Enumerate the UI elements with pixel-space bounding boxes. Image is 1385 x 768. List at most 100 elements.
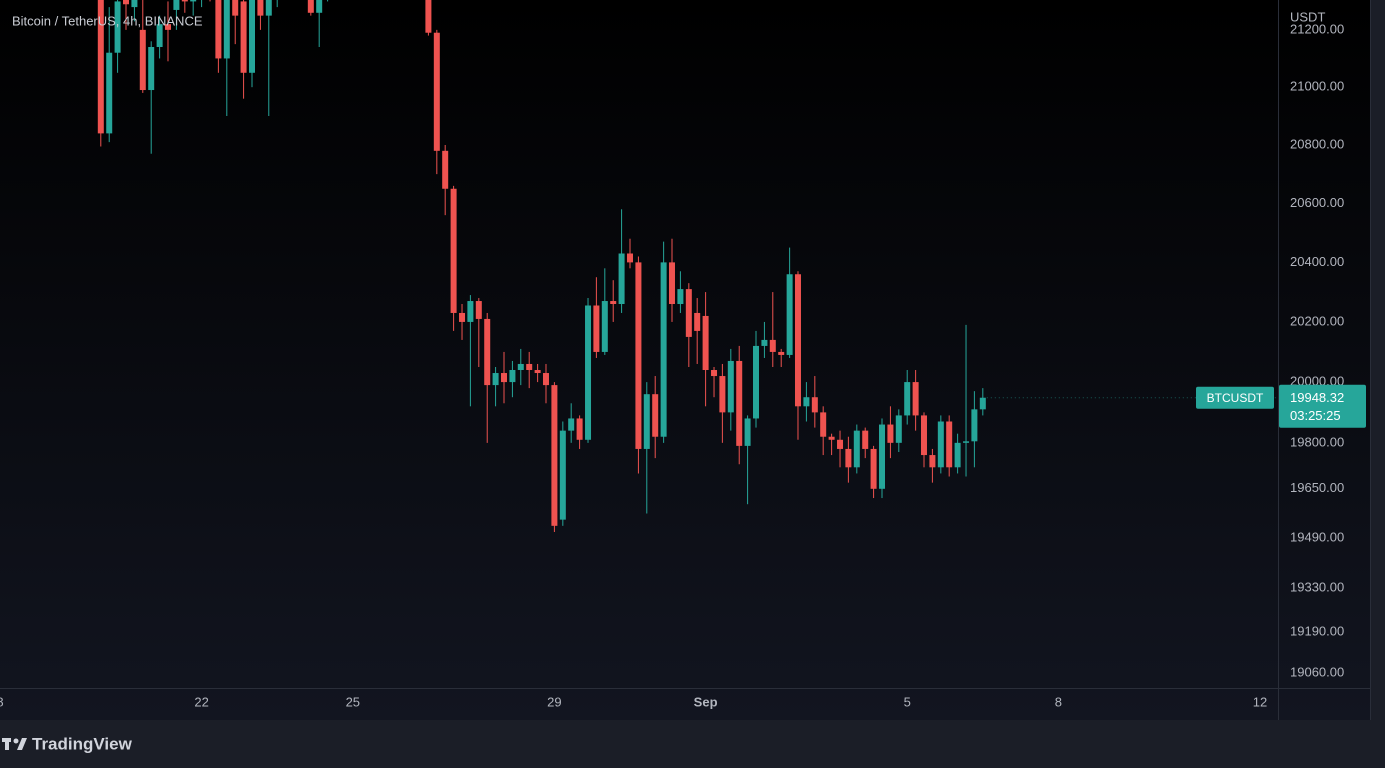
candle-body — [778, 351, 785, 355]
candle-body — [148, 46, 155, 91]
x-tick-label: 5 — [904, 694, 911, 709]
x-tick-label: Sep — [694, 694, 718, 709]
candle-body — [912, 382, 919, 416]
candle-body — [702, 315, 709, 371]
y-tick-label: 19190.00 — [1290, 623, 1344, 638]
candle-body — [433, 32, 440, 151]
candle-body — [979, 397, 986, 410]
candle-body — [610, 301, 617, 305]
symbol-tag-label: BTCUSDT — [1207, 391, 1264, 405]
logo-shape — [13, 738, 19, 744]
candle-body — [828, 436, 835, 440]
candle-body — [719, 376, 726, 413]
candle-body — [249, 0, 256, 73]
candle-body — [97, 0, 104, 134]
chart-title: Bitcoin / TetherUS, 4h, BINANCE — [12, 13, 203, 28]
bar-countdown: 03:25:25 — [1290, 408, 1341, 423]
candle-body — [711, 370, 718, 377]
candle-body — [114, 1, 121, 53]
candle-body — [450, 188, 457, 313]
candle-body — [223, 0, 230, 59]
candle-body — [526, 363, 533, 371]
symbol-tag — [1196, 386, 1274, 409]
y-tick-label: 19650.00 — [1290, 480, 1344, 495]
candle-body — [820, 412, 827, 437]
plot-background — [0, 0, 1370, 720]
candle-body — [551, 385, 558, 526]
y-tick-label: 19800.00 — [1290, 434, 1344, 449]
candle-body — [794, 274, 801, 407]
candle-body — [568, 418, 575, 431]
y-tick-label: 20400.00 — [1290, 254, 1344, 269]
candle-body — [652, 394, 659, 437]
candle-body — [753, 345, 760, 419]
candle-body — [601, 301, 608, 352]
candle-body — [668, 262, 675, 305]
candle-body — [803, 397, 810, 407]
candle-body — [576, 418, 583, 440]
price-axis-unit: USDT — [1290, 9, 1325, 24]
candle-body — [920, 415, 927, 456]
candle-body — [475, 301, 482, 319]
candle-body — [853, 430, 860, 468]
candle-body — [761, 339, 768, 346]
candle-body — [123, 0, 130, 5]
y-tick-label: 20200.00 — [1290, 313, 1344, 328]
logo-shape — [17, 738, 27, 750]
y-tick-label: 20800.00 — [1290, 136, 1344, 151]
candle-body — [677, 289, 684, 305]
candle-body — [467, 301, 474, 322]
candle-body — [635, 262, 642, 449]
x-tick-label: 29 — [547, 694, 561, 709]
x-tick-label: 12 — [1253, 694, 1267, 709]
candle-body — [904, 382, 911, 416]
candle-body — [459, 312, 466, 322]
y-tick-label: 20600.00 — [1290, 195, 1344, 210]
candle-body — [837, 439, 844, 449]
candle-body — [156, 24, 163, 47]
candle-body — [895, 415, 902, 443]
candle-body — [879, 424, 886, 489]
candle-body — [694, 312, 701, 331]
candle-body — [727, 360, 734, 413]
logo-shape — [5, 738, 9, 750]
candle-body — [643, 394, 650, 449]
y-tick-label: 19060.00 — [1290, 665, 1344, 680]
candle-body — [887, 424, 894, 443]
y-tick-label: 19330.00 — [1290, 579, 1344, 594]
candle-body — [736, 360, 743, 446]
candle-body — [265, 0, 272, 16]
candle-body — [862, 430, 869, 449]
candle-body — [744, 418, 751, 446]
logo — [2, 738, 27, 750]
candle-body — [190, 0, 197, 2]
candle-body — [559, 430, 566, 520]
candle-body — [307, 0, 314, 13]
candle-body — [509, 370, 516, 383]
candle-body — [484, 318, 491, 386]
candle-body — [501, 373, 508, 383]
candle-body — [845, 448, 852, 468]
candle-body — [131, 0, 138, 8]
candle-body — [534, 370, 541, 374]
candle-body — [769, 339, 776, 352]
candle-body — [946, 421, 953, 468]
candle-body — [215, 0, 222, 59]
last-price-tag — [1279, 384, 1366, 428]
last-price-label: 19948.32 — [1290, 390, 1344, 405]
candle-body — [685, 289, 692, 337]
candle-body — [811, 397, 818, 413]
candles — [97, 0, 986, 533]
candle-body — [164, 24, 171, 30]
candle-body — [954, 442, 961, 468]
candle-body — [106, 52, 113, 134]
x-tick-label: 22 — [194, 694, 208, 709]
candle-body — [442, 150, 449, 189]
brand-name: TradingView — [32, 734, 133, 753]
candle-body — [929, 455, 936, 468]
candle-body — [316, 0, 323, 13]
candle-body — [139, 29, 146, 91]
candle-body — [542, 373, 549, 386]
